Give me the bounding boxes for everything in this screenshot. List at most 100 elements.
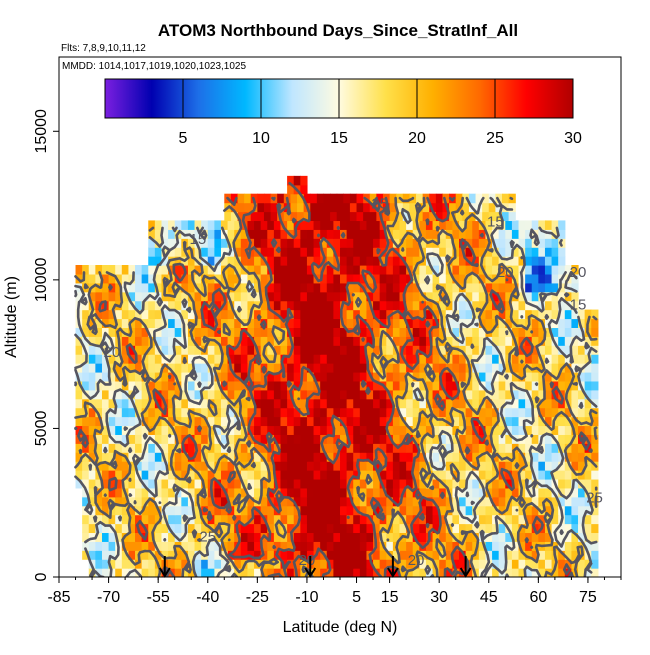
heatmap-cell — [254, 256, 262, 266]
heatmap-cell — [320, 318, 328, 328]
heatmap-cell — [419, 416, 427, 427]
heatmap-cell — [432, 291, 440, 302]
heatmap-cell — [234, 354, 242, 364]
heatmap-cell — [432, 550, 440, 560]
heatmap-cell — [174, 550, 182, 560]
x-tick-label: -70 — [97, 589, 120, 606]
heatmap-cell — [254, 425, 262, 435]
heatmap-cell — [303, 211, 311, 222]
heatmap-cell — [399, 238, 407, 248]
heatmap-cell — [459, 363, 467, 373]
heatmap-cell — [386, 505, 394, 516]
heatmap-cell — [373, 550, 381, 560]
heatmap-cell — [214, 291, 222, 302]
heatmap-cell — [326, 291, 334, 302]
heatmap-cell — [115, 532, 123, 542]
heatmap-cell — [495, 193, 503, 204]
heatmap-cell — [445, 336, 453, 346]
heatmap-cell — [472, 238, 480, 248]
heatmap-cell — [359, 461, 368, 471]
heatmap-cell — [273, 407, 282, 418]
heatmap-cell — [366, 398, 374, 409]
heatmap-cell — [240, 532, 249, 542]
heatmap-cell — [564, 425, 573, 435]
heatmap-cell — [234, 443, 242, 453]
heatmap-cell — [584, 532, 592, 542]
heatmap-cell — [505, 256, 513, 266]
heatmap-cell — [498, 541, 506, 551]
heatmap-cell — [425, 550, 434, 560]
heatmap-cell — [267, 470, 275, 480]
heatmap-cell — [187, 443, 196, 453]
heatmap-cell — [412, 416, 420, 427]
heatmap-cell — [406, 291, 414, 302]
heatmap-cell — [356, 211, 364, 222]
heatmap-cell — [207, 238, 215, 248]
heatmap-cell — [220, 559, 229, 569]
heatmap-cell — [505, 443, 513, 453]
heatmap-cell — [247, 265, 255, 275]
heatmap-cell — [174, 300, 182, 311]
heatmap-cell — [445, 282, 453, 293]
heatmap-cell — [578, 496, 586, 507]
heatmap-cell — [247, 318, 255, 328]
heatmap-cell — [439, 470, 447, 480]
heatmap-cell — [234, 380, 242, 391]
heatmap-cell — [326, 282, 334, 293]
heatmap-cell — [419, 496, 427, 507]
heatmap-cell — [121, 309, 130, 320]
heatmap-cell — [148, 478, 156, 489]
heatmap-cell — [518, 461, 526, 471]
heatmap-cell — [459, 416, 467, 427]
heatmap-cell — [366, 523, 374, 534]
heatmap-cell — [207, 568, 215, 577]
heatmap-cell — [234, 345, 242, 355]
heatmap-cell — [95, 398, 103, 409]
heatmap-cell — [392, 452, 401, 462]
heatmap-cell — [247, 434, 255, 444]
heatmap-cell — [591, 470, 599, 480]
heatmap-cell — [306, 416, 315, 427]
heatmap-cell — [320, 496, 328, 507]
heatmap-cell — [141, 487, 149, 498]
heatmap-cell — [538, 505, 546, 516]
heatmap-cell — [492, 505, 500, 516]
heatmap-cell — [366, 478, 374, 489]
heatmap-cell — [128, 363, 136, 373]
heatmap-cell — [518, 532, 526, 542]
heatmap-cell — [234, 514, 242, 525]
heatmap-cell — [465, 336, 473, 346]
heatmap-cell — [492, 256, 500, 266]
heatmap-cell — [518, 380, 526, 391]
heatmap-cell — [359, 389, 368, 400]
heatmap-cell — [320, 220, 328, 230]
heatmap-cell — [273, 282, 282, 293]
heatmap-cell — [399, 300, 407, 311]
heatmap-cell — [154, 532, 163, 542]
heatmap-cell — [505, 380, 513, 391]
heatmap-cell — [373, 523, 381, 534]
heatmap-cell — [168, 407, 176, 418]
heatmap-cell — [181, 496, 189, 507]
heatmap-cell — [551, 229, 559, 239]
heatmap-cell — [194, 478, 202, 489]
heatmap-cell — [88, 363, 96, 373]
heatmap-cell — [442, 193, 450, 204]
heatmap-cell — [485, 265, 493, 275]
heatmap-cell — [260, 425, 268, 435]
heatmap-cell — [584, 461, 592, 471]
heatmap-cell — [346, 220, 354, 230]
heatmap-cell — [564, 416, 573, 427]
heatmap-cell — [254, 470, 262, 480]
heatmap-cell — [399, 425, 407, 435]
heatmap-cell — [287, 247, 295, 257]
heatmap-cell — [445, 478, 453, 489]
heatmap-cell — [207, 229, 215, 239]
heatmap-cell — [174, 389, 182, 400]
heatmap-cell — [353, 354, 361, 364]
heatmap-cell — [300, 300, 308, 311]
heatmap-cell — [373, 443, 381, 453]
heatmap-cell — [432, 309, 440, 320]
heatmap-cell — [392, 505, 401, 516]
heatmap-cell — [373, 238, 381, 248]
